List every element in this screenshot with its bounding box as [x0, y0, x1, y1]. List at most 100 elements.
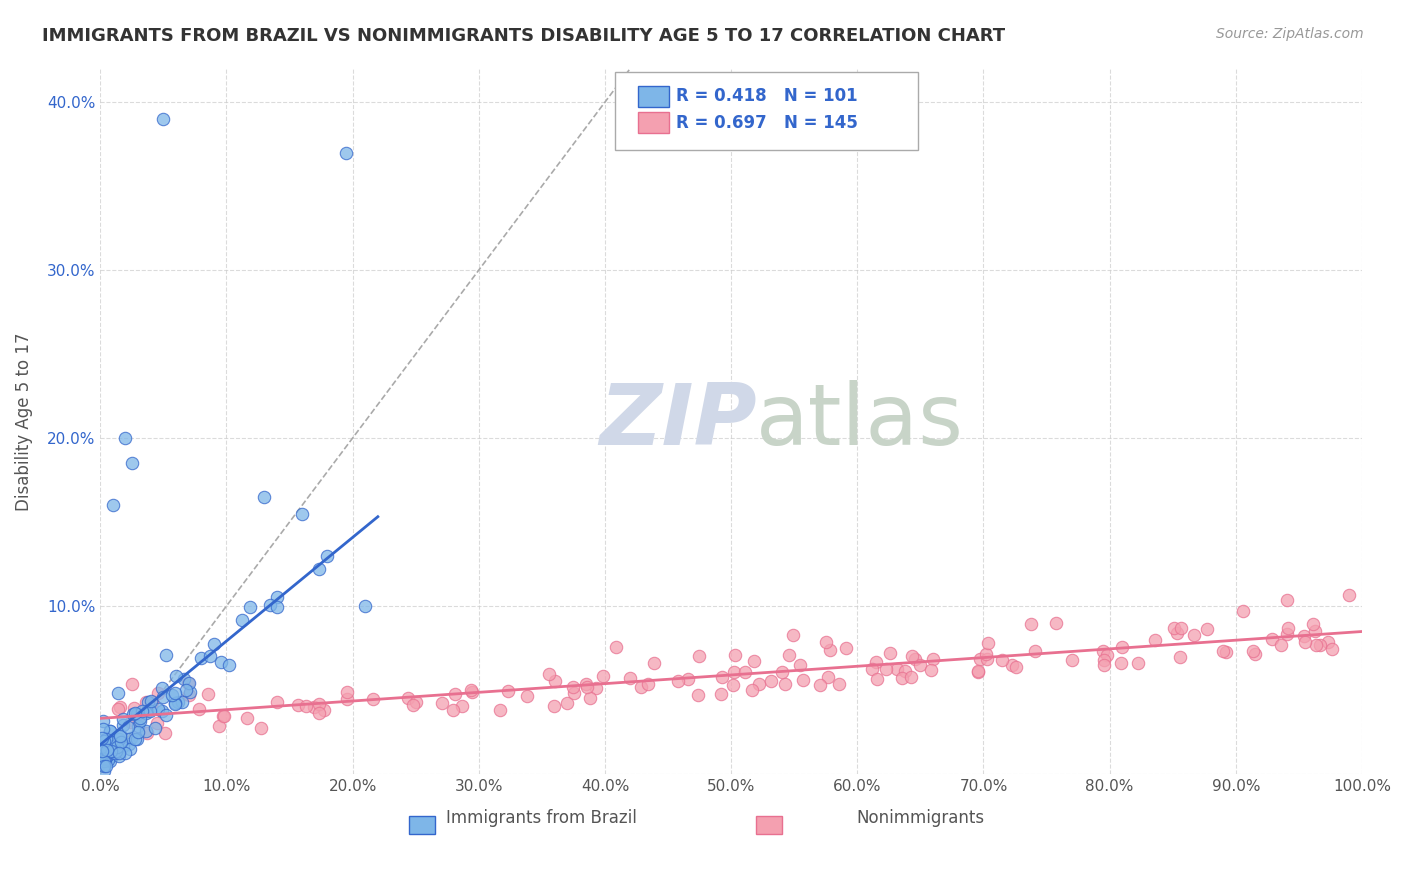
Nonimmigrants: [1275, 626, 1298, 640]
Nonimmigrants: [179, 688, 201, 702]
Nonimmigrants: [249, 721, 271, 735]
Text: Source: ZipAtlas.com: Source: ZipAtlas.com: [1216, 27, 1364, 41]
Text: R = 0.697   N = 145: R = 0.697 N = 145: [676, 114, 858, 132]
Immigrants from Brazil: [100, 746, 122, 760]
Nonimmigrants: [875, 662, 897, 676]
Immigrants from Brazil: [200, 648, 222, 663]
Nonimmigrants: [977, 636, 1000, 650]
Immigrants from Brazil: [107, 743, 129, 757]
Immigrants from Brazil: [117, 720, 139, 734]
Nonimmigrants: [197, 687, 219, 701]
Nonimmigrants: [1144, 633, 1167, 648]
Immigrants from Brazil: [93, 754, 115, 768]
Immigrants from Brazil: [124, 731, 146, 746]
Nonimmigrants: [544, 674, 567, 689]
Immigrants from Brazil: [97, 753, 120, 767]
Nonimmigrants: [1092, 653, 1115, 667]
Nonimmigrants: [688, 648, 710, 663]
Immigrants from Brazil: [136, 704, 159, 718]
Nonimmigrants: [1294, 635, 1316, 649]
Immigrants from Brazil: [202, 637, 225, 651]
Nonimmigrants: [748, 677, 770, 691]
Immigrants from Brazil: [121, 456, 143, 470]
Immigrants from Brazil: [127, 725, 149, 739]
Nonimmigrants: [361, 692, 384, 706]
Nonimmigrants: [516, 689, 538, 703]
Immigrants from Brazil: [91, 714, 114, 728]
Immigrants from Brazil: [150, 705, 173, 719]
Text: ZIP: ZIP: [599, 380, 756, 463]
Nonimmigrants: [1215, 645, 1237, 659]
Nonimmigrants: [212, 709, 235, 723]
Nonimmigrants: [967, 664, 990, 678]
Immigrants from Brazil: [152, 112, 174, 126]
Nonimmigrants: [212, 709, 235, 723]
Nonimmigrants: [817, 670, 839, 684]
Nonimmigrants: [576, 680, 599, 694]
Nonimmigrants: [1097, 648, 1119, 663]
Nonimmigrants: [815, 635, 838, 649]
Text: Nonimmigrants: Nonimmigrants: [856, 809, 984, 828]
Nonimmigrants: [308, 697, 330, 711]
Immigrants from Brazil: [118, 737, 141, 751]
Nonimmigrants: [1260, 632, 1282, 646]
Nonimmigrants: [922, 652, 945, 666]
Nonimmigrants: [778, 648, 800, 662]
Nonimmigrants: [1092, 644, 1115, 658]
Nonimmigrants: [1232, 604, 1254, 618]
Immigrants from Brazil: [93, 733, 115, 747]
FancyBboxPatch shape: [638, 112, 669, 134]
Nonimmigrants: [1166, 625, 1188, 640]
FancyBboxPatch shape: [409, 816, 434, 834]
Immigrants from Brazil: [107, 744, 129, 758]
Nonimmigrants: [1111, 640, 1133, 655]
Immigrants from Brazil: [155, 648, 177, 662]
Nonimmigrants: [643, 656, 665, 670]
Immigrants from Brazil: [174, 682, 197, 697]
Text: R = 0.418   N = 101: R = 0.418 N = 101: [676, 87, 858, 105]
Nonimmigrants: [792, 673, 814, 688]
Immigrants from Brazil: [259, 598, 281, 612]
Nonimmigrants: [976, 652, 998, 666]
Immigrants from Brazil: [114, 431, 136, 445]
Immigrants from Brazil: [93, 764, 115, 778]
Nonimmigrants: [1270, 638, 1292, 652]
Nonimmigrants: [710, 670, 733, 684]
FancyBboxPatch shape: [756, 816, 782, 834]
Immigrants from Brazil: [107, 685, 129, 699]
Immigrants from Brazil: [129, 714, 152, 728]
Immigrants from Brazil: [90, 754, 112, 768]
Nonimmigrants: [904, 652, 927, 666]
Nonimmigrants: [135, 695, 157, 709]
Nonimmigrants: [865, 655, 887, 669]
Immigrants from Brazil: [91, 751, 114, 765]
Nonimmigrants: [538, 666, 561, 681]
Nonimmigrants: [141, 696, 163, 710]
Nonimmigrants: [1170, 621, 1192, 635]
Nonimmigrants: [188, 702, 211, 716]
Nonimmigrants: [782, 628, 804, 642]
Nonimmigrants: [835, 640, 858, 655]
Nonimmigrants: [1060, 653, 1083, 667]
Nonimmigrants: [630, 680, 652, 694]
Nonimmigrants: [890, 671, 912, 685]
Immigrants from Brazil: [163, 696, 186, 710]
Nonimmigrants: [122, 701, 145, 715]
Immigrants from Brazil: [100, 744, 122, 758]
Nonimmigrants: [734, 665, 756, 679]
Immigrants from Brazil: [90, 744, 112, 758]
Immigrants from Brazil: [112, 739, 135, 753]
Nonimmigrants: [561, 681, 583, 695]
Nonimmigrants: [148, 686, 170, 700]
Nonimmigrants: [721, 678, 744, 692]
Immigrants from Brazil: [107, 749, 129, 764]
Nonimmigrants: [879, 647, 901, 661]
Text: IMMIGRANTS FROM BRAZIL VS NONIMMIGRANTS DISABILITY AGE 5 TO 17 CORRELATION CHART: IMMIGRANTS FROM BRAZIL VS NONIMMIGRANTS …: [42, 27, 1005, 45]
Immigrants from Brazil: [118, 742, 141, 756]
Immigrants from Brazil: [179, 676, 201, 690]
Y-axis label: Disability Age 5 to 17: Disability Age 5 to 17: [15, 332, 32, 510]
Nonimmigrants: [1111, 656, 1133, 670]
Immigrants from Brazil: [108, 746, 131, 760]
FancyBboxPatch shape: [614, 72, 918, 150]
Nonimmigrants: [443, 703, 465, 717]
